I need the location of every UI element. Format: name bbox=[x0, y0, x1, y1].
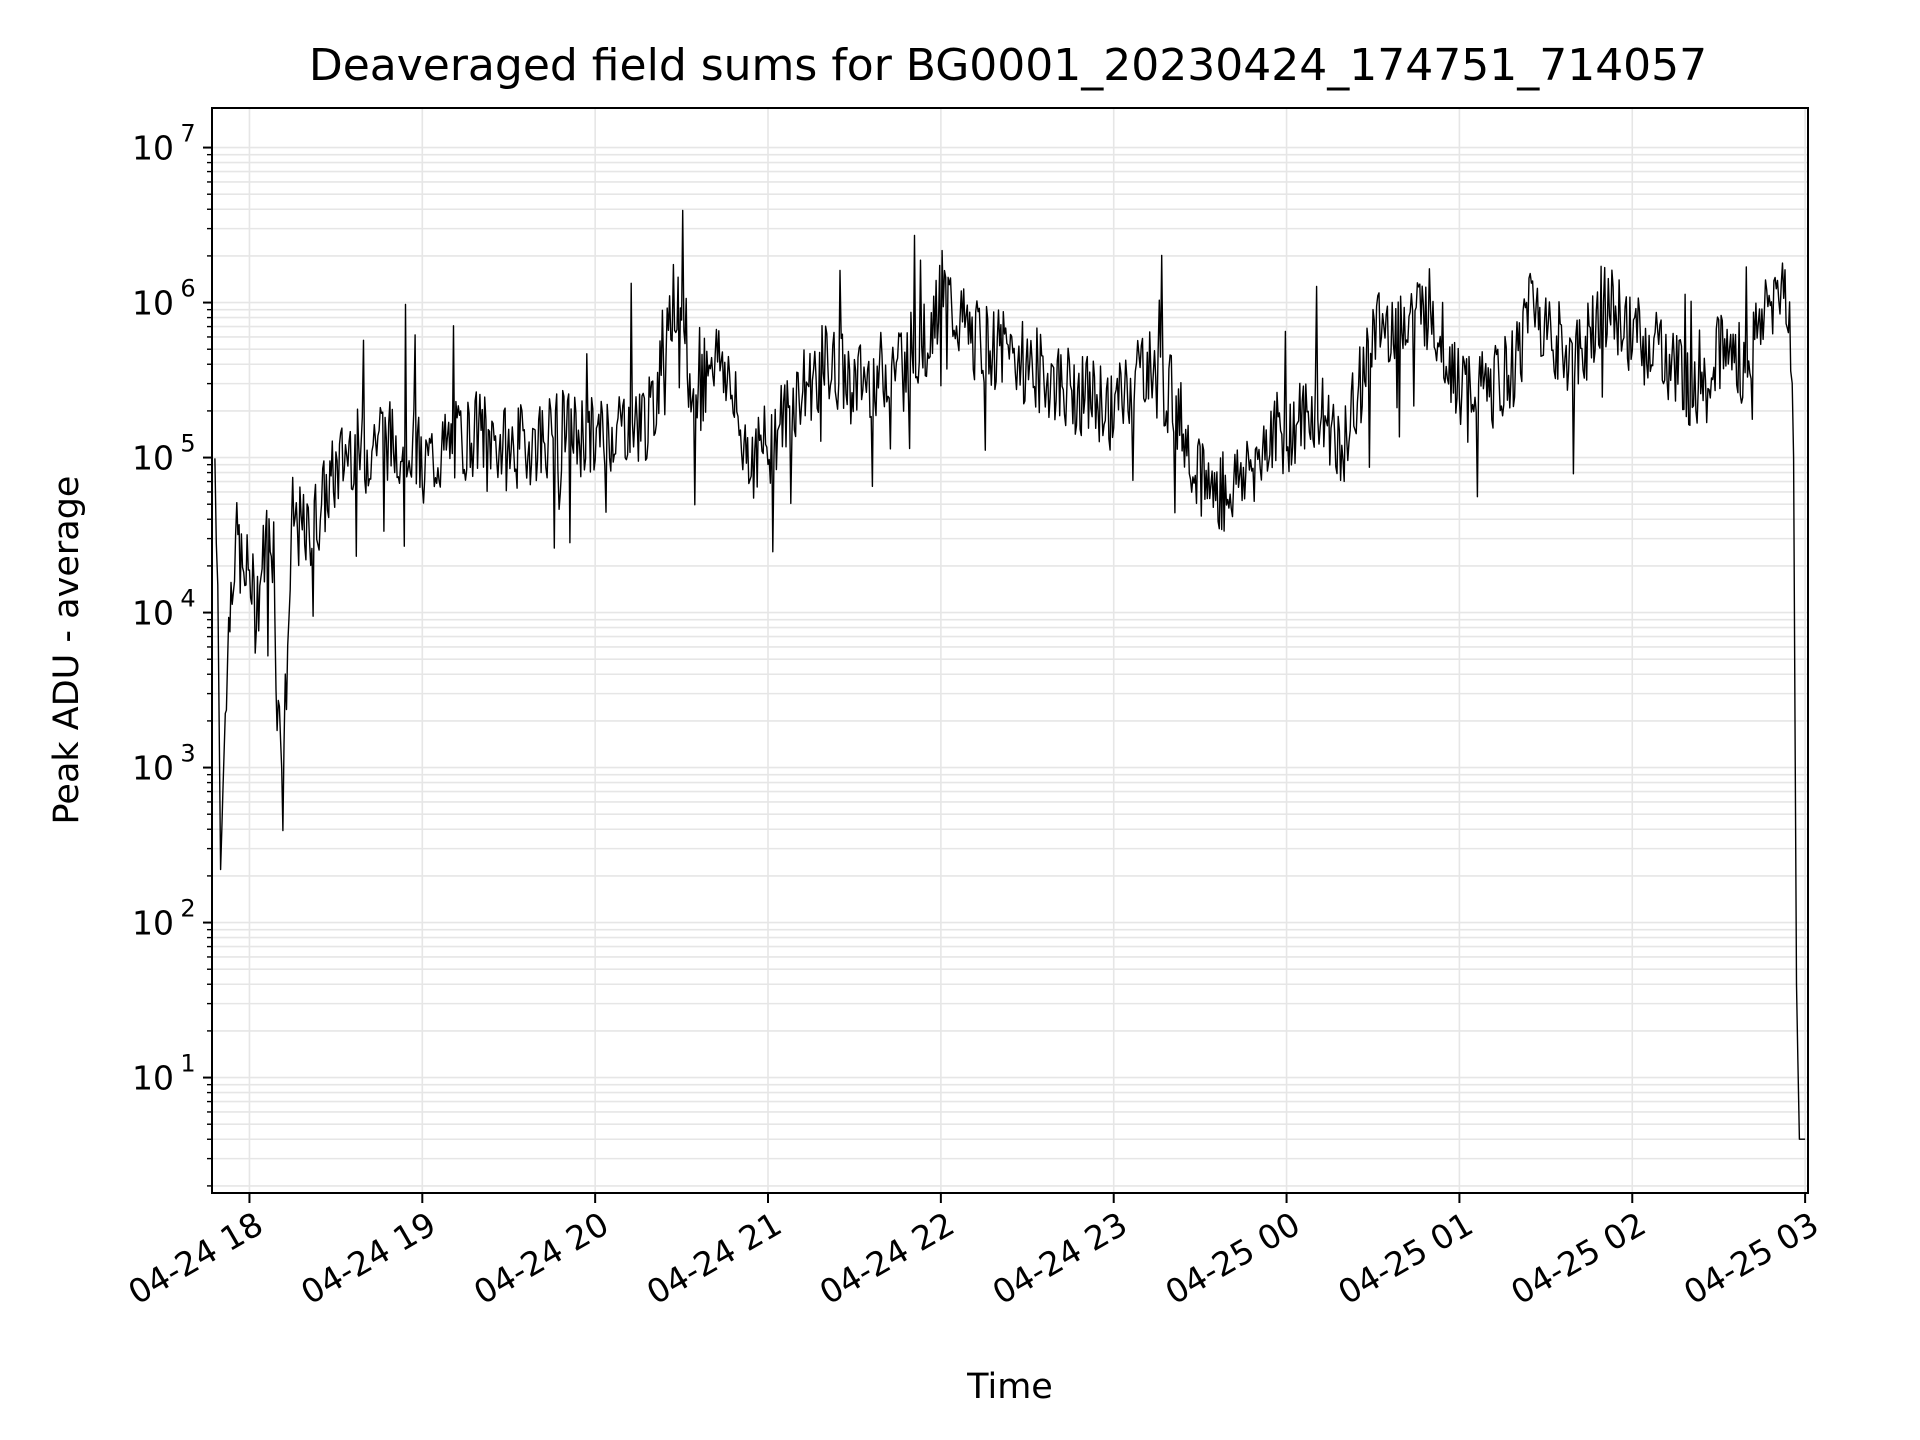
x-tick-label: 04-24 20 bbox=[467, 1204, 615, 1312]
y-tick-label-exponent: 1 bbox=[180, 1050, 195, 1078]
x-tick-label: 04-24 22 bbox=[813, 1204, 961, 1312]
y-tick-label-exponent: 6 bbox=[180, 275, 195, 303]
x-axis: 04-24 18 04-24 19 04-24 20 04-24 21 04-24 22… bbox=[121, 1193, 1825, 1312]
y-tick-label-base: 10 bbox=[132, 1059, 174, 1098]
x-tick-label: 04-25 01 bbox=[1331, 1204, 1479, 1312]
y-tick-label: 10 bbox=[132, 129, 174, 168]
y-tick-label-exponent: 7 bbox=[180, 120, 195, 148]
x-axis-label: Time bbox=[966, 1367, 1053, 1407]
x-tick-label: 04-24 18 bbox=[121, 1204, 269, 1312]
grid bbox=[212, 108, 1808, 1193]
y-tick-label-base: 10 bbox=[132, 439, 174, 478]
x-tick-label: 04-25 03 bbox=[1677, 1204, 1825, 1312]
chart-title: Deaveraged field sums for BG0001_2023042… bbox=[309, 40, 1707, 91]
y-tick-label-exponent: 2 bbox=[180, 895, 195, 923]
y-tick-label: 10 bbox=[132, 594, 174, 633]
y-tick-label-base: 10 bbox=[132, 129, 174, 168]
x-tick-label: 04-24 21 bbox=[640, 1204, 788, 1312]
y-tick-label-exponent: 3 bbox=[180, 740, 195, 768]
y-tick-label: 10 bbox=[132, 439, 174, 478]
y-tick-label-base: 10 bbox=[132, 594, 174, 633]
y-tick-label-base: 10 bbox=[132, 904, 174, 943]
x-tick-label: 04-25 02 bbox=[1504, 1204, 1652, 1312]
y-tick-label-exponent: 5 bbox=[180, 430, 195, 458]
x-tick-label: 04-25 00 bbox=[1159, 1204, 1307, 1312]
y-axis-label: Peak ADU - average bbox=[47, 476, 87, 825]
y-tick-label: 10 bbox=[132, 284, 174, 323]
series-line bbox=[214, 209, 1806, 1140]
y-tick-label: 10 bbox=[132, 1059, 174, 1098]
y-tick-label: 10 bbox=[132, 749, 174, 788]
plot-frame bbox=[211, 107, 1809, 1194]
plot-area bbox=[214, 209, 1806, 1140]
x-tick-label: 04-24 23 bbox=[986, 1204, 1134, 1312]
y-tick-label-exponent: 4 bbox=[180, 585, 195, 613]
y-tick-label: 10 bbox=[132, 904, 174, 943]
y-tick-label-base: 10 bbox=[132, 749, 174, 788]
x-tick-label: 04-24 19 bbox=[294, 1204, 442, 1312]
y-tick-label-base: 10 bbox=[132, 284, 174, 323]
